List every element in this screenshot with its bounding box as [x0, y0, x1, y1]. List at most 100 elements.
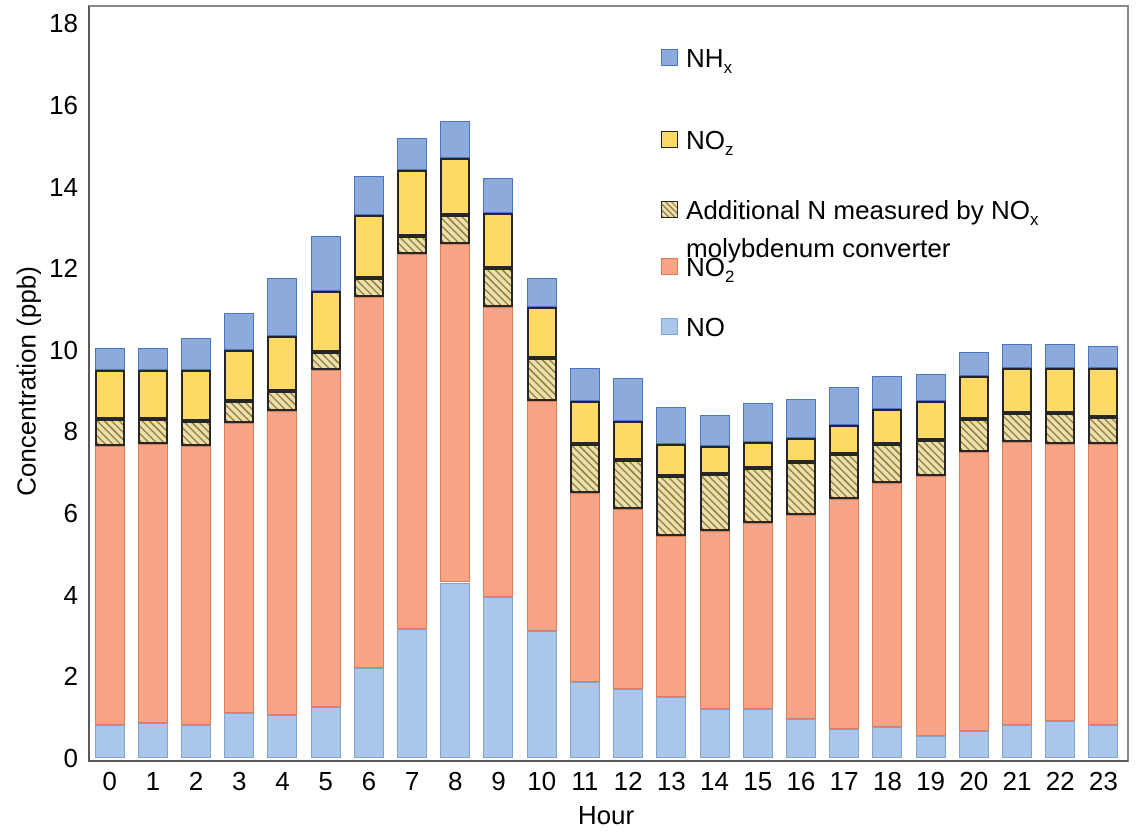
bar-segment-noz-h13	[656, 443, 687, 477]
bar-segment-additional-h16	[785, 462, 816, 516]
y-tick-label: 6	[63, 498, 78, 529]
bar-segment-additional-h18	[872, 443, 903, 483]
x-tick-label: 14	[700, 766, 729, 796]
bar-segment-nhx-h20	[958, 351, 989, 377]
bar-segment-noz-h7	[397, 170, 428, 236]
y-tick-label: 10	[49, 334, 78, 365]
x-tick-label: 16	[786, 766, 816, 796]
x-tick-label: 5	[318, 766, 333, 796]
bar-segment-additional-h11	[569, 443, 600, 493]
bar-segment-noz-h9	[483, 213, 514, 269]
bar-segment-nhx-h23	[1088, 345, 1119, 369]
bar-segment-no-h6	[353, 668, 384, 758]
bar-segment-nhx-h6	[353, 176, 384, 216]
x-tick-label: 4	[275, 766, 290, 796]
legend-label: Additional N measured by NOx molybdenum c…	[686, 195, 1039, 264]
bar-segment-additional-h21	[1001, 413, 1032, 442]
bar-segment-nhx-h19	[915, 374, 946, 401]
bar-segment-nhx-h16	[785, 398, 816, 438]
bar-segment-noz-h20	[958, 376, 989, 420]
bar-segment-nhx-h8	[440, 121, 471, 159]
bar-segment-noz-h10	[526, 307, 557, 359]
bar-segment-nhx-h3	[224, 313, 255, 350]
y-tick-label: 14	[49, 171, 78, 202]
x-tick-label: 13	[656, 766, 686, 796]
bar-segment-no2-h7	[397, 253, 428, 630]
x-tick-label: 7	[404, 766, 420, 796]
legend-item-no2: NO2	[661, 252, 734, 291]
bar-segment-no2-h11	[569, 492, 600, 683]
bar-segment-no-h22	[1045, 721, 1076, 758]
bar-segment-no-h8	[440, 582, 471, 758]
bar-segment-noz-h4	[267, 335, 298, 391]
bar-segment-additional-h20	[958, 419, 989, 452]
bar-segment-no-h18	[872, 727, 903, 758]
bar-segment-no2-h12	[613, 509, 644, 689]
bar-segment-noz-h11	[569, 400, 600, 444]
bar-segment-nhx-h17	[829, 386, 860, 426]
bar-segment-additional-h13	[656, 476, 687, 536]
bar-segment-no2-h5	[310, 370, 341, 707]
bar-segment-no2-h3	[224, 423, 255, 714]
bar-segment-noz-h23	[1088, 368, 1119, 418]
bar-segment-no2-h6	[353, 296, 384, 669]
bar-segment-no-h10	[526, 631, 557, 758]
x-tick-label: 15	[743, 766, 773, 796]
bar-segment-additional-h22	[1045, 413, 1076, 444]
bar-segment-no-h17	[829, 729, 860, 758]
bar-segment-nhx-h18	[872, 376, 903, 410]
bar-segment-additional-h12	[613, 460, 644, 510]
bar-segment-noz-h22	[1045, 368, 1076, 414]
bar-segment-additional-h6	[353, 278, 384, 297]
bar-segment-additional-h5	[310, 351, 341, 371]
x-tick-label: 0	[102, 766, 117, 796]
bar-segment-nhx-h2	[181, 337, 212, 371]
y-tick-label: 0	[63, 743, 78, 773]
bar-segment-no2-h20	[958, 451, 989, 732]
bar-segment-additional-h8	[440, 215, 471, 244]
bar-segment-noz-h0	[94, 370, 125, 420]
y-tick-label: 4	[63, 579, 78, 610]
y-tick-label: 16	[49, 89, 78, 120]
bar-segment-nhx-h7	[397, 137, 428, 171]
bar-segment-nhx-h9	[483, 178, 514, 214]
bar-segment-no2-h22	[1045, 443, 1076, 722]
legend-item-additional: Additional N measured by NOx molybdenum c…	[661, 195, 1039, 264]
bar-segment-noz-h1	[137, 370, 168, 420]
bar-segment-nhx-h1	[137, 347, 168, 371]
bar-segment-noz-h5	[310, 290, 341, 352]
x-tick-label: 3	[231, 766, 247, 796]
legend-swatch-icon	[661, 201, 678, 218]
bar-segment-no-h21	[1001, 725, 1032, 758]
bar-segment-nhx-h13	[656, 407, 687, 444]
bar-segment-nhx-h21	[1001, 343, 1032, 369]
bar-segment-no2-h17	[829, 498, 860, 730]
legend-item-noz: NOz	[661, 125, 733, 164]
bar-segment-additional-h3	[224, 400, 255, 424]
bar-segment-noz-h17	[829, 425, 860, 454]
x-tick-label: 21	[1002, 766, 1032, 796]
bar-segment-noz-h15	[742, 441, 773, 469]
bar-segment-nhx-h22	[1045, 343, 1076, 369]
bar-segment-no2-h15	[742, 523, 773, 709]
bar-segment-nhx-h14	[699, 415, 730, 446]
x-tick-label: 20	[959, 766, 989, 796]
bar-segment-no2-h2	[181, 445, 212, 726]
bar-segment-no2-h18	[872, 482, 903, 728]
legend-swatch-icon	[661, 318, 678, 335]
bar-segment-noz-h14	[699, 445, 730, 475]
bar-segment-noz-h16	[785, 437, 816, 463]
bar-segment-nhx-h4	[267, 278, 298, 336]
bar-segment-nhx-h15	[742, 402, 773, 442]
bar-segment-no-h0	[94, 725, 125, 758]
bar-segment-additional-h23	[1088, 417, 1119, 444]
bar-segment-no2-h23	[1088, 443, 1119, 726]
bar-segment-additional-h0	[94, 419, 125, 446]
bar-segment-no-h5	[310, 706, 341, 758]
bar-segment-noz-h8	[440, 158, 471, 216]
bar-segment-noz-h18	[872, 409, 903, 444]
bar-segment-additional-h10	[526, 358, 557, 401]
bar-segment-additional-h1	[137, 419, 168, 444]
x-tick-label: 22	[1045, 766, 1075, 796]
bar-segment-no-h7	[397, 629, 428, 758]
